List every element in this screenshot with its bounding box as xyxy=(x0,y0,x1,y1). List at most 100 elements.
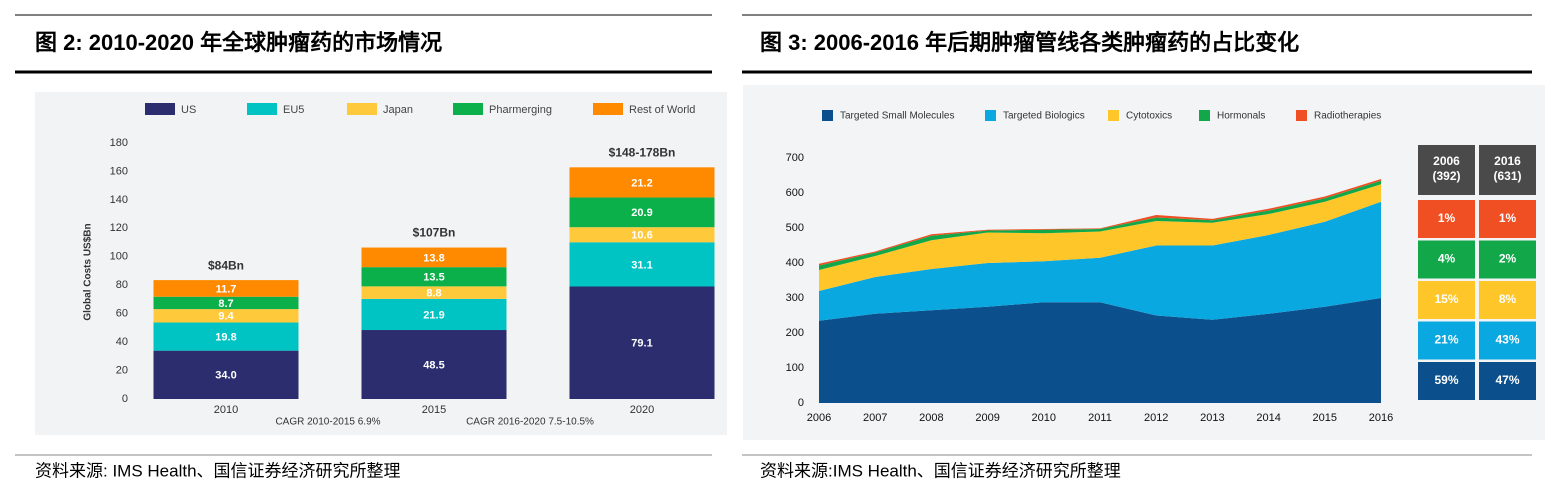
table-cell xyxy=(1479,321,1536,360)
legend-swatch xyxy=(822,110,833,121)
x-tick-label: 2012 xyxy=(1144,412,1168,424)
data-label: 8.7 xyxy=(218,298,233,310)
legend-label: Targeted Biologics xyxy=(1003,111,1085,122)
x-tick-label: 2010 xyxy=(1032,412,1056,424)
data-label: 8.8 xyxy=(426,288,441,300)
table-value: 43% xyxy=(1495,333,1519,347)
legend-swatch xyxy=(985,110,996,121)
y-tick-label: 160 xyxy=(110,165,128,177)
x-tick-label: 2008 xyxy=(919,412,943,424)
x-tick-label: 2006 xyxy=(807,412,831,424)
data-label: 34.0 xyxy=(215,370,236,382)
table-cell xyxy=(1479,362,1536,400)
data-label: 13.8 xyxy=(423,252,444,264)
x-tick-label: 2011 xyxy=(1088,412,1112,424)
legend-swatch xyxy=(1296,110,1307,121)
legend-swatch xyxy=(145,103,175,115)
x-tick-label: 2009 xyxy=(975,412,999,424)
table-cell xyxy=(1479,281,1536,319)
bar-segment xyxy=(361,267,507,287)
total-label: $84Bn xyxy=(208,258,244,272)
table-header: 2006 xyxy=(1433,154,1460,168)
data-label: 11.7 xyxy=(216,283,237,295)
y-tick-label: 80 xyxy=(116,279,128,291)
table-cell xyxy=(1418,240,1475,279)
x-tick-label: 2010 xyxy=(214,404,238,416)
bar-segment xyxy=(361,330,507,399)
data-label: 20.9 xyxy=(631,207,652,219)
source: 资料来源:IMS Health、国信证券经济研究所整理 xyxy=(760,461,1121,480)
bar-segment xyxy=(569,167,715,198)
y-tick-label: 0 xyxy=(798,397,804,409)
table-header: (631) xyxy=(1493,169,1521,183)
x-tick-label: 2014 xyxy=(1256,412,1280,424)
y-tick-label: 40 xyxy=(116,336,128,348)
bar-segment xyxy=(153,309,299,323)
figure-title: 图 2: 2010-2020 年全球肿瘤药的市场情况 xyxy=(35,30,442,55)
legend-label: EU5 xyxy=(283,104,304,116)
y-tick-label: 20 xyxy=(116,364,128,376)
legend-swatch xyxy=(453,103,483,115)
legend-swatch xyxy=(593,103,623,115)
y-tick-label: 400 xyxy=(786,257,804,269)
legend-label: Japan xyxy=(383,104,413,116)
x-tick-label: 2015 xyxy=(1313,412,1337,424)
table-value: 8% xyxy=(1499,292,1517,306)
y-tick-label: 0 xyxy=(122,393,128,405)
table-value: 4% xyxy=(1438,252,1456,266)
data-label: 10.6 xyxy=(631,230,652,242)
annotation: CAGR 2010-2015 6.9% xyxy=(275,417,380,428)
y-tick-label: 100 xyxy=(786,362,804,374)
x-tick-label: 2016 xyxy=(1369,412,1393,424)
table-header: 2016 xyxy=(1494,154,1521,168)
bar-segment xyxy=(361,298,507,331)
data-label: 21.2 xyxy=(631,177,652,189)
legend-swatch xyxy=(247,103,277,115)
y-tick-label: 140 xyxy=(110,194,128,206)
source: 资料来源: IMS Health、国信证券经济研究所整理 xyxy=(35,461,401,480)
data-label: 48.5 xyxy=(423,359,444,371)
data-label: 21.9 xyxy=(423,309,444,321)
table-cell xyxy=(1418,321,1475,360)
x-tick-label: 2015 xyxy=(422,404,446,416)
figure-title: 图 3: 2006-2016 年后期肿瘤管线各类肿瘤药的占比变化 xyxy=(760,30,1299,55)
y-axis-label: Global Costs US$Bn xyxy=(83,223,94,320)
annotation: CAGR 2016-2020 7.5-10.5% xyxy=(466,417,594,428)
area xyxy=(819,201,1381,321)
legend-label: Cytotoxics xyxy=(1126,111,1172,122)
table-header-cell xyxy=(1418,145,1475,195)
area xyxy=(819,184,1381,291)
bar-segment xyxy=(569,197,715,228)
table-header: (392) xyxy=(1432,169,1460,183)
legend-label: Hormonals xyxy=(1217,111,1265,122)
legend-label: Targeted Small Molecules xyxy=(840,111,955,122)
y-tick-label: 500 xyxy=(786,222,804,234)
y-tick-label: 120 xyxy=(110,222,128,234)
x-tick-label: 2013 xyxy=(1200,412,1224,424)
legend-label: Pharmerging xyxy=(489,104,552,116)
legend-swatch xyxy=(1108,110,1119,121)
table-value: 1% xyxy=(1438,211,1456,225)
table-value: 21% xyxy=(1434,333,1458,347)
table-value: 2% xyxy=(1499,252,1517,266)
bar-segment xyxy=(361,247,507,268)
data-label: 13.5 xyxy=(423,272,444,284)
x-tick-label: 2020 xyxy=(630,404,654,416)
table-cell xyxy=(1479,200,1536,238)
bar-segment xyxy=(153,322,299,351)
table-value: 1% xyxy=(1499,211,1517,225)
y-tick-label: 300 xyxy=(786,292,804,304)
bar-segment xyxy=(569,227,715,243)
y-tick-label: 60 xyxy=(116,308,128,320)
table-cell xyxy=(1418,200,1475,238)
y-tick-label: 100 xyxy=(110,251,128,263)
legend-swatch xyxy=(347,103,377,115)
table-value: 15% xyxy=(1434,292,1458,306)
legend-label: Radiotherapies xyxy=(1314,111,1381,122)
table-cell xyxy=(1418,281,1475,319)
bar-segment xyxy=(569,286,715,399)
table-header-cell xyxy=(1479,145,1536,195)
table-value: 47% xyxy=(1495,373,1519,387)
table-value: 59% xyxy=(1434,373,1458,387)
